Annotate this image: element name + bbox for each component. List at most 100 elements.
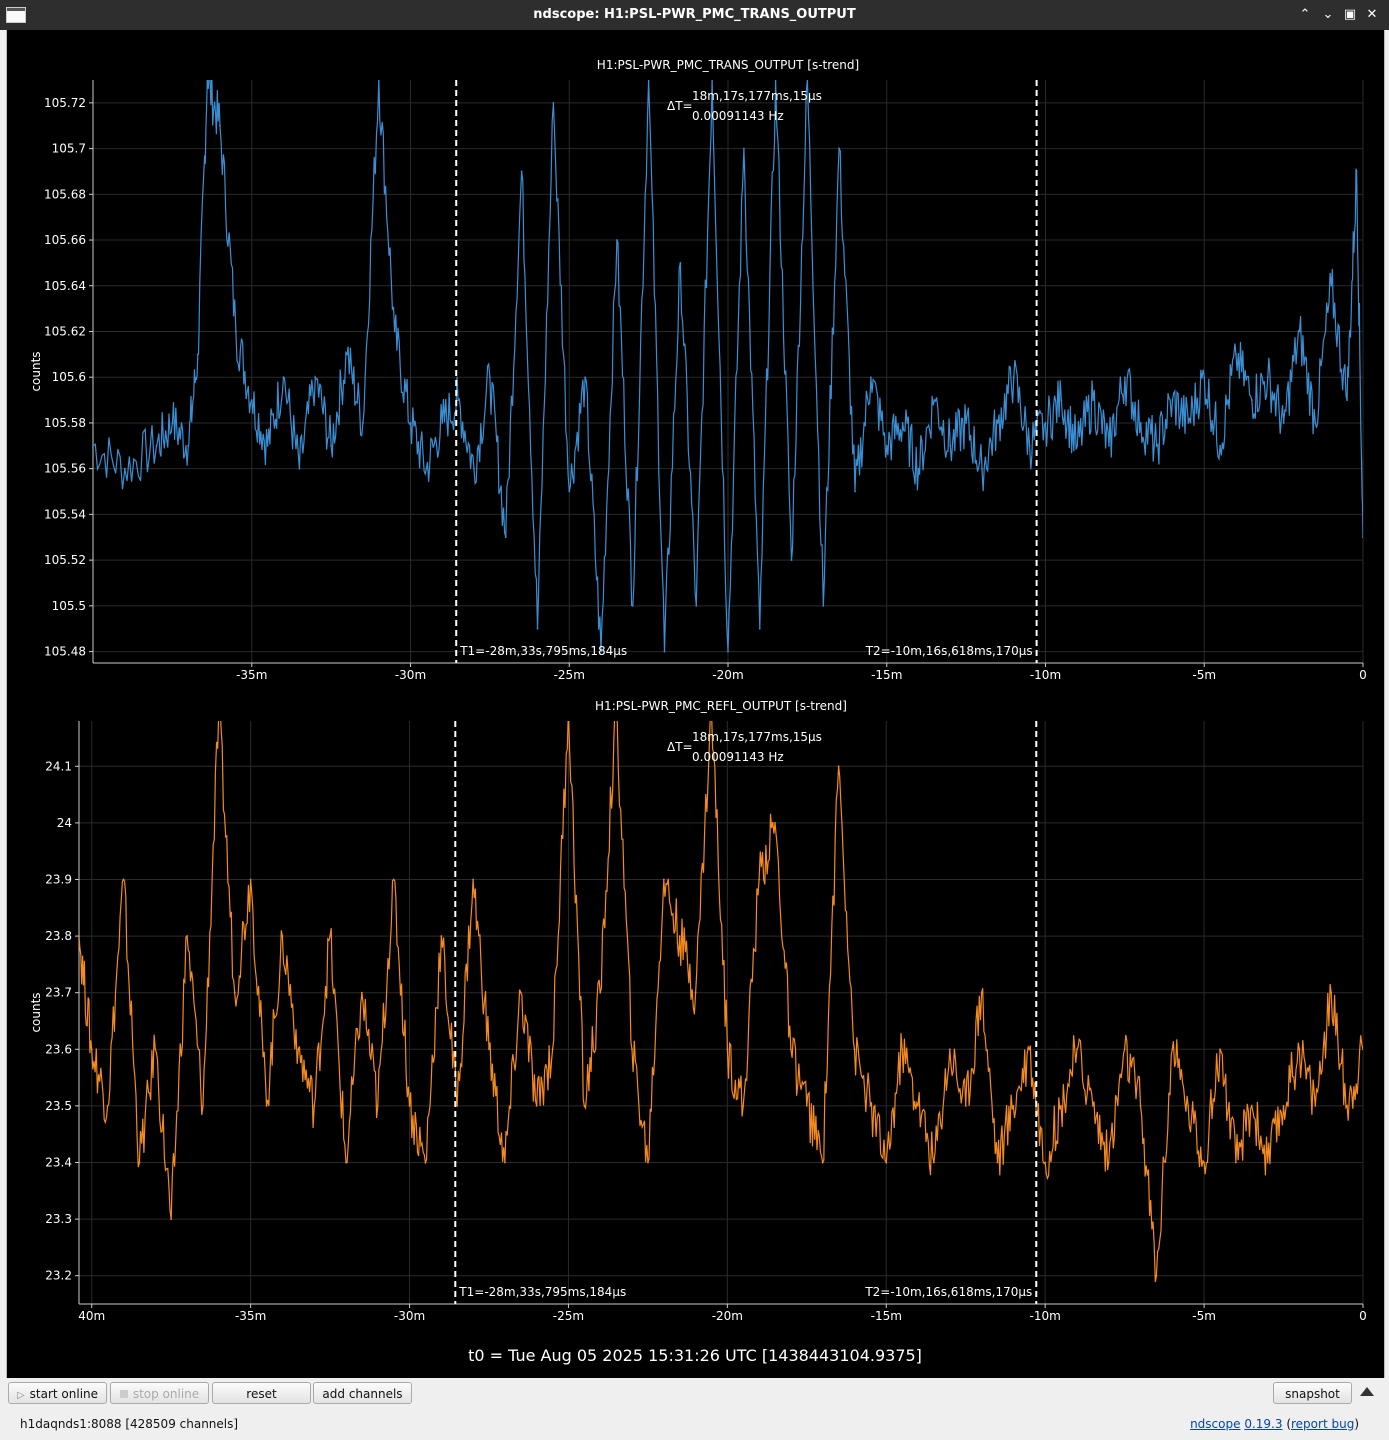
data-point bbox=[1362, 1048, 1363, 1051]
snapshot-button[interactable]: snapshot bbox=[1273, 1382, 1352, 1404]
data-point bbox=[1298, 1048, 1301, 1051]
data-point bbox=[1171, 1048, 1174, 1051]
data-point bbox=[647, 1161, 649, 1164]
data-point bbox=[1330, 991, 1333, 994]
data-point bbox=[742, 147, 745, 150]
data-point bbox=[520, 170, 523, 173]
y-tick-label: 105.62 bbox=[44, 324, 86, 338]
version-link[interactable]: 0.19.3 bbox=[1244, 1417, 1283, 1431]
data-point bbox=[1044, 422, 1047, 424]
data-point bbox=[488, 1048, 490, 1051]
data-point bbox=[568, 709, 570, 711]
y-tick-label: 105.56 bbox=[44, 462, 86, 476]
data-point bbox=[536, 627, 539, 630]
data-point bbox=[90, 1048, 93, 1051]
data-point bbox=[694, 991, 697, 994]
data-point bbox=[1028, 1048, 1031, 1051]
data-point bbox=[600, 650, 602, 653]
add-channels-button[interactable]: add channels bbox=[313, 1382, 412, 1404]
data-point bbox=[345, 1161, 347, 1164]
window-titlebar: ndscope: H1:PSL-PWR_PMC_TRANS_OUTPUT ⌃ ⌄… bbox=[0, 0, 1389, 30]
close-icon[interactable]: ✕ bbox=[1366, 7, 1378, 22]
x-tick-label: -35m bbox=[235, 1309, 266, 1323]
y-tick-label: 23.8 bbox=[45, 929, 72, 943]
report-bug-link[interactable]: report bug bbox=[1291, 1417, 1355, 1431]
data-point bbox=[393, 330, 396, 333]
plot-canvas[interactable]: 105.48 105.5 105.52 105.54 105.56 105.58 105.6… bbox=[7, 30, 1384, 1378]
data-point bbox=[869, 1104, 872, 1107]
data-point bbox=[948, 1048, 951, 1051]
data-point bbox=[1298, 330, 1301, 333]
data-point bbox=[774, 821, 776, 824]
data-point bbox=[615, 239, 618, 241]
maximize-icon[interactable]: ▣ bbox=[1343, 7, 1357, 22]
start-online-label: start online bbox=[29, 1387, 99, 1401]
data-point bbox=[917, 1104, 919, 1107]
data-point bbox=[361, 422, 364, 424]
x-tick-label: 0 bbox=[1359, 1309, 1367, 1323]
t1-label: T1=-28m,33s,795ms,184µs bbox=[459, 644, 627, 658]
data-point bbox=[282, 376, 285, 379]
data-point bbox=[1028, 444, 1031, 447]
restore-icon[interactable]: ⌄ bbox=[1322, 7, 1334, 22]
data-point bbox=[233, 991, 236, 994]
data-point bbox=[662, 878, 665, 881]
data-point bbox=[218, 709, 220, 711]
data-point bbox=[758, 878, 761, 881]
data-point bbox=[726, 1048, 729, 1051]
start-online-button[interactable]: ▷ start online bbox=[8, 1382, 107, 1404]
version-info: ndscope 0.19.3 (report bug) bbox=[1190, 1417, 1359, 1431]
play-icon: ▷ bbox=[16, 1390, 25, 1401]
data-point bbox=[965, 422, 968, 424]
data-point bbox=[93, 444, 94, 447]
data-point bbox=[631, 1048, 633, 1051]
minimize-icon[interactable]: ⌃ bbox=[1299, 7, 1311, 22]
data-point bbox=[1060, 399, 1063, 401]
data-point bbox=[79, 935, 80, 937]
data-point bbox=[583, 1104, 586, 1107]
data-point bbox=[1203, 1161, 1205, 1164]
data-point bbox=[599, 991, 602, 994]
collapse-arrow-icon[interactable] bbox=[1360, 1387, 1374, 1396]
data-point bbox=[917, 467, 920, 470]
delta-label: ΔT= bbox=[667, 740, 693, 754]
app-icon bbox=[6, 7, 26, 23]
data-point bbox=[409, 422, 412, 424]
data-point bbox=[488, 376, 491, 379]
data-point bbox=[933, 399, 936, 401]
data-point bbox=[742, 1104, 745, 1107]
data-point bbox=[774, 80, 777, 81]
y-tick-label: 105.66 bbox=[44, 233, 86, 247]
data-point bbox=[552, 101, 555, 104]
chart-title: H1:PSL-PWR_PMC_TRANS_OUTPUT [s-trend] bbox=[597, 58, 859, 72]
y-tick-label: 24 bbox=[57, 816, 72, 830]
data-point bbox=[330, 444, 333, 447]
data-point bbox=[1346, 1104, 1349, 1107]
plot-area[interactable]: 105.48 105.5 105.52 105.54 105.56 105.58 105.6… bbox=[6, 30, 1385, 1378]
data-point bbox=[360, 991, 363, 994]
data-point bbox=[996, 422, 999, 424]
data-point bbox=[1123, 376, 1126, 379]
x-tick-label: -20m bbox=[712, 668, 743, 682]
data-point bbox=[473, 467, 475, 470]
y-tick-label: 23.3 bbox=[45, 1212, 72, 1226]
data-point bbox=[1012, 376, 1015, 379]
y-tick-label: 23.4 bbox=[45, 1155, 72, 1169]
reset-button[interactable]: reset bbox=[212, 1382, 311, 1404]
data-point bbox=[981, 467, 983, 470]
ndscope-link[interactable]: ndscope bbox=[1190, 1417, 1241, 1431]
data-point bbox=[885, 1161, 888, 1164]
data-point bbox=[980, 991, 983, 994]
delta-freq: 0.00091143 Hz bbox=[692, 750, 784, 764]
data-point bbox=[853, 1048, 856, 1051]
stop-online-button[interactable]: stop online bbox=[110, 1382, 209, 1404]
y-axis-label: counts bbox=[29, 351, 43, 391]
data-point bbox=[1203, 376, 1206, 379]
x-tick-label: -25m bbox=[553, 1309, 584, 1323]
x-tick-label: -15m bbox=[871, 1309, 902, 1323]
data-point bbox=[249, 878, 252, 881]
data-point bbox=[408, 1104, 411, 1107]
x-tick-label: 0 bbox=[1359, 668, 1367, 682]
data-point bbox=[206, 80, 209, 81]
t1-label: T1=-28m,33s,795ms,184µs bbox=[458, 1285, 626, 1299]
